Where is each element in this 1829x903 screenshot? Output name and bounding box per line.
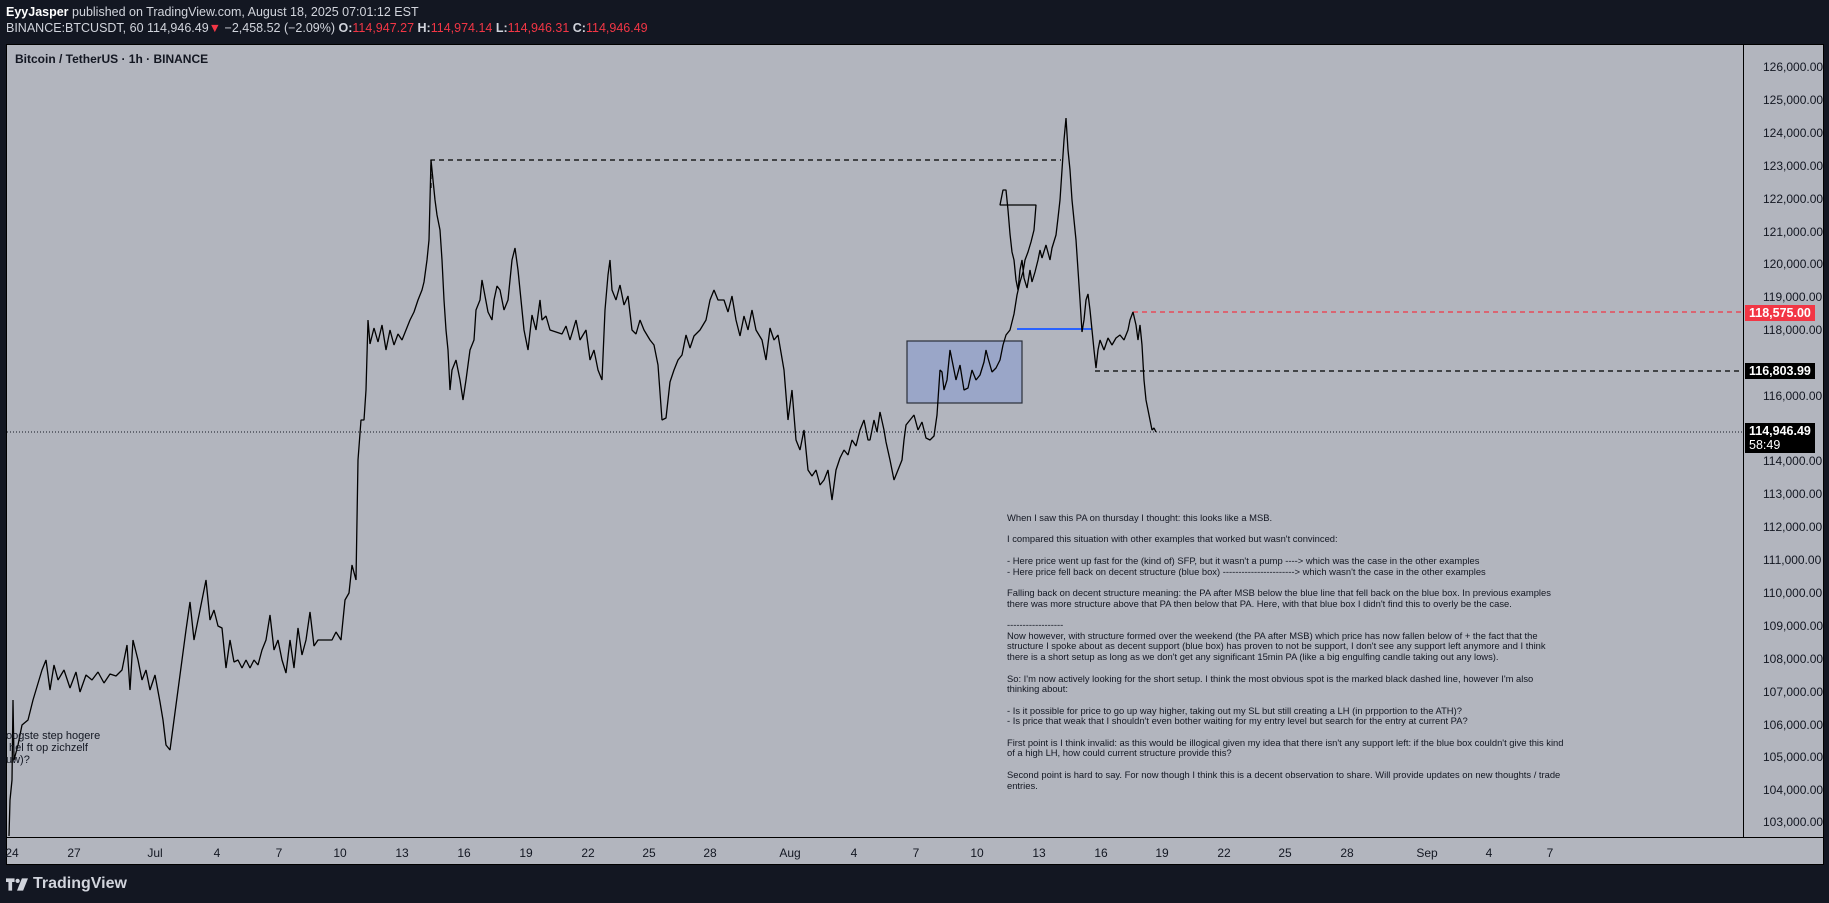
time-tick: 7 bbox=[275, 846, 283, 860]
time-tick: 10 bbox=[970, 846, 984, 860]
price-tick: 105,000.00 bbox=[1763, 750, 1824, 764]
time-tick: 24 bbox=[5, 846, 19, 860]
time-tick: 13 bbox=[395, 846, 409, 860]
down-arrow-icon: ▼ bbox=[208, 21, 222, 35]
time-tick: 22 bbox=[1217, 846, 1231, 860]
price-tick: 111,000.00 bbox=[1763, 553, 1822, 567]
price-tick: 109,000.00 bbox=[1763, 619, 1824, 633]
entry-level-badge: 116,803.99 bbox=[1745, 363, 1815, 379]
red-level-badge: 118,575.00 bbox=[1745, 305, 1815, 321]
tradingview-logo[interactable]: TradingView bbox=[6, 875, 127, 893]
close-value: 114,946.49 bbox=[585, 21, 648, 35]
low-label: L: bbox=[495, 21, 508, 35]
ath-dashed-line[interactable] bbox=[430, 159, 1061, 188]
time-tick: 25 bbox=[1278, 846, 1292, 860]
price-tick: 107,000.00 bbox=[1763, 685, 1824, 699]
brand-name: TradingView bbox=[33, 875, 127, 892]
time-tick: 19 bbox=[1155, 846, 1169, 860]
high-label: H: bbox=[417, 21, 431, 35]
high-value: 114,974.14 bbox=[430, 21, 493, 35]
open-value: 114,947.27 bbox=[352, 21, 415, 35]
price-tick: 122,000.00 bbox=[1763, 192, 1824, 206]
price-tick: 112,000.00 bbox=[1763, 520, 1823, 534]
price-tick: 126,000.00 bbox=[1763, 60, 1824, 74]
last-price: 114,946.49 bbox=[147, 21, 209, 35]
time-tick: 7 bbox=[1546, 846, 1554, 860]
price-tick: 124,000.00 bbox=[1763, 126, 1824, 140]
chart-title: Bitcoin / TetherUS · 1h · BINANCE bbox=[15, 52, 209, 66]
price-tick: 103,000.00 bbox=[1763, 815, 1824, 829]
ohlc-line: BINANCE:BTCUSDT, 60 114,946.49▼ −2,458.5… bbox=[6, 20, 648, 36]
time-tick: 16 bbox=[457, 846, 471, 860]
price-tick: 119,000.00 bbox=[1763, 290, 1823, 304]
time-tick: Sep bbox=[1416, 846, 1438, 860]
time-tick: 28 bbox=[1340, 846, 1354, 860]
price-tick: 118,000.00 bbox=[1763, 323, 1823, 337]
price-tick: 116,000.00 bbox=[1763, 389, 1823, 403]
price-tick: 108,000.00 bbox=[1763, 652, 1824, 666]
blue-box-zone[interactable] bbox=[906, 340, 1023, 404]
time-tick: 19 bbox=[519, 846, 533, 860]
published-text: published on TradingView.com, August 18,… bbox=[72, 5, 419, 19]
author-name[interactable]: EyyJasper bbox=[6, 5, 69, 19]
time-tick: 27 bbox=[67, 846, 81, 860]
price-tick: 106,000.00 bbox=[1763, 718, 1824, 732]
time-tick: 10 bbox=[333, 846, 347, 860]
open-label: O: bbox=[338, 21, 353, 35]
price-tick: 110,000.00 bbox=[1763, 586, 1823, 600]
time-tick: 4 bbox=[1485, 846, 1493, 860]
symbol-label: BINANCE:BTCUSDT, 60 bbox=[6, 21, 144, 35]
price-tick: 121,000.00 bbox=[1763, 225, 1824, 239]
price-tick: 113,000.00 bbox=[1763, 487, 1823, 501]
time-tick: 25 bbox=[642, 846, 656, 860]
last-price-value: 114,946.49 bbox=[1749, 424, 1811, 438]
price-tick: 104,000.00 bbox=[1763, 783, 1824, 797]
publish-line: EyyJasper published on TradingView.com, … bbox=[6, 4, 648, 20]
price-line bbox=[8, 117, 1157, 837]
tradingview-logo-icon bbox=[6, 877, 28, 891]
low-value: 114,946.31 bbox=[507, 21, 570, 35]
time-axis[interactable] bbox=[6, 838, 1824, 865]
price-tick: 120,000.00 bbox=[1763, 257, 1824, 271]
bar-countdown: 58:49 bbox=[1749, 438, 1781, 452]
chart-pane[interactable] bbox=[6, 44, 1744, 838]
time-tick: 28 bbox=[703, 846, 717, 860]
analysis-text-annotation[interactable]: When I saw this PA on thursday I thought… bbox=[1007, 512, 1564, 791]
time-tick: 22 bbox=[581, 846, 595, 860]
time-tick: 4 bbox=[213, 846, 221, 860]
time-tick: Aug bbox=[779, 846, 801, 860]
price-tick: 114,000.00 bbox=[1763, 454, 1823, 468]
close-label: C: bbox=[572, 21, 586, 35]
price-tick: 123,000.00 bbox=[1763, 159, 1824, 173]
time-tick: 13 bbox=[1032, 846, 1046, 860]
time-tick: 7 bbox=[912, 846, 920, 860]
last-price-badge: 114,946.49 58:49 bbox=[1745, 423, 1815, 453]
publish-header: EyyJasper published on TradingView.com, … bbox=[6, 4, 648, 36]
change-value: −2,458.52 (−2.09%) bbox=[224, 21, 336, 35]
time-tick: Jul bbox=[147, 846, 163, 860]
time-tick: 16 bbox=[1094, 846, 1108, 860]
time-tick: 4 bbox=[850, 846, 858, 860]
left-text-annotation[interactable]: oogste step hogere hel ft op zichzelf uw… bbox=[6, 730, 101, 766]
price-tick: 125,000.00 bbox=[1763, 93, 1824, 107]
